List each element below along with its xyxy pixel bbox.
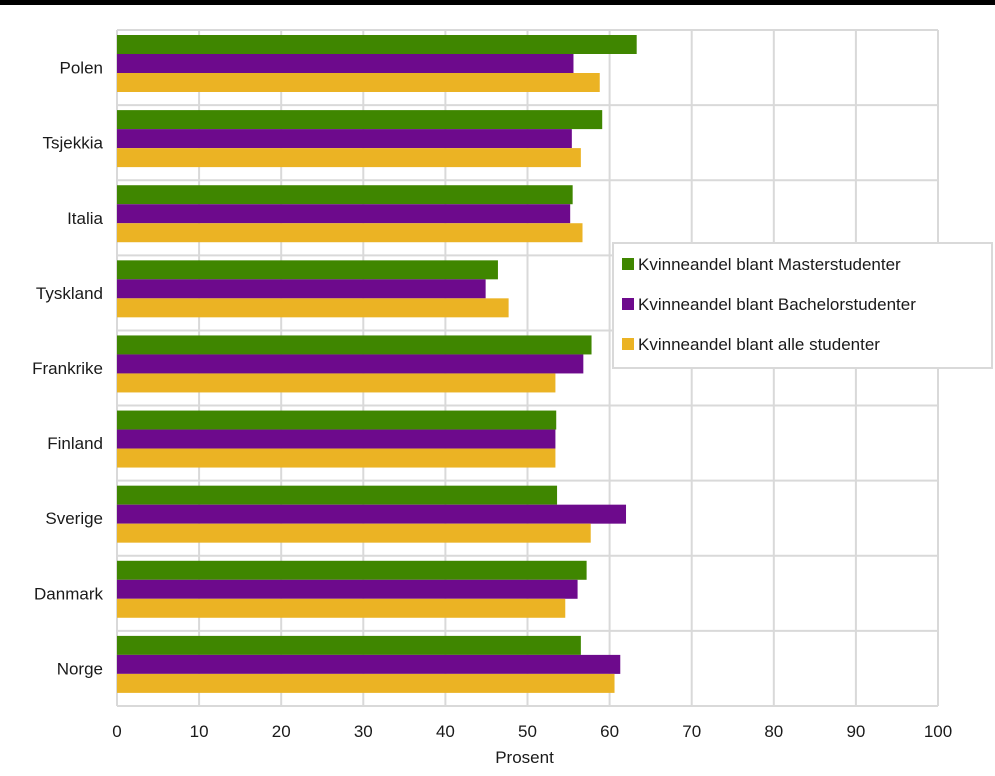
legend-box — [612, 242, 993, 369]
bar — [117, 223, 583, 243]
category-label: Tsjekkia — [43, 134, 104, 153]
bar — [117, 204, 571, 224]
bar — [117, 523, 591, 543]
category-label: Italia — [67, 209, 103, 228]
tick-labels: 0 10 20 30 40 50 60 70 80 90 100 — [112, 722, 952, 741]
legend-swatch — [622, 298, 634, 310]
bar — [117, 54, 574, 73]
tick-label: 0 — [112, 722, 121, 741]
legend: Kvinneandel blant Masterstudenter Kvinnea… — [612, 242, 993, 369]
bar — [117, 410, 557, 430]
category-label: Danmark — [34, 584, 103, 603]
bar — [117, 35, 637, 54]
bar — [117, 110, 603, 130]
bar — [117, 448, 556, 468]
bar — [117, 73, 600, 92]
category-labels: Polen Tsjekkia Italia Tyskland Frankrike Finl… — [32, 59, 103, 679]
tick-label: 20 — [272, 722, 291, 741]
category-label: Norge — [57, 659, 103, 678]
bar — [117, 335, 592, 355]
bar — [117, 354, 584, 374]
bar — [117, 560, 587, 580]
bar — [117, 373, 556, 393]
category-label: Frankrike — [32, 359, 103, 378]
legend-label: Kvinneandel blant Bachelorstudenter — [638, 295, 916, 314]
bar — [117, 504, 627, 524]
bar — [117, 279, 486, 299]
bar — [117, 148, 581, 168]
category-label: Polen — [60, 59, 103, 78]
tick-label: 10 — [190, 722, 209, 741]
tick-label: 80 — [764, 722, 783, 741]
bar — [117, 185, 573, 205]
bar — [117, 298, 509, 318]
bar — [117, 673, 615, 693]
bars — [117, 35, 637, 693]
tick-label: 90 — [846, 722, 865, 741]
category-label: Finland — [47, 434, 103, 453]
legend-swatch — [622, 258, 634, 270]
tick-label: 40 — [436, 722, 455, 741]
category-label: Tyskland — [36, 284, 103, 303]
x-axis-title: Prosent — [495, 748, 554, 767]
tick-label: 50 — [518, 722, 537, 741]
tick-label: 70 — [682, 722, 701, 741]
bar — [117, 129, 572, 149]
legend-label: Kvinneandel blant alle studenter — [638, 335, 880, 354]
bar — [117, 429, 556, 449]
bar — [117, 260, 498, 280]
bar — [117, 485, 558, 505]
category-label: Sverige — [45, 509, 103, 528]
top-rule — [0, 0, 995, 5]
tick-label: 100 — [924, 722, 952, 741]
bar — [117, 598, 566, 618]
bar — [117, 654, 621, 674]
bar — [117, 635, 581, 655]
legend-swatch — [622, 338, 634, 350]
tick-label: 60 — [600, 722, 619, 741]
legend-label: Kvinneandel blant Masterstudenter — [638, 255, 901, 274]
bar — [117, 579, 578, 599]
tick-label: 30 — [354, 722, 373, 741]
